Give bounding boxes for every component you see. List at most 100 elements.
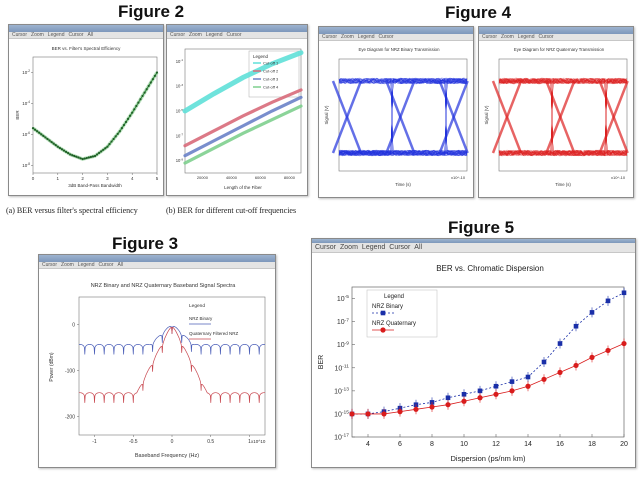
legend-title: Legend (189, 303, 205, 309)
fig3-window: Cursor Zoom Legend Cursor All NRZ Binary… (38, 254, 276, 468)
data-point (147, 84, 150, 87)
data-point (135, 104, 138, 108)
series-line (183, 95, 303, 158)
y-tick-label: 10-2 (22, 69, 30, 75)
menu-item[interactable]: Legend (517, 34, 535, 40)
data-point (143, 91, 146, 94)
data-point (493, 391, 499, 397)
menu-item[interactable]: Zoom (501, 34, 514, 40)
data-point (58, 146, 61, 150)
data-point (461, 392, 467, 397)
x-tick-label: 1 (57, 176, 60, 181)
fig3-menubar: Cursor Zoom Legend Cursor All (39, 262, 275, 269)
data-point (605, 298, 611, 304)
legend-entry-quaternary: Quaternary Filtered NRZ (189, 331, 239, 336)
y-tick-label: 10-9 (337, 340, 349, 349)
data-point (509, 388, 515, 394)
menu-item[interactable]: Cursor (98, 262, 114, 268)
fig2b-menubar: Cursor Zoom Legend Cursor (167, 32, 307, 39)
data-point (589, 354, 595, 360)
y-tick-label: 10-8 (22, 162, 30, 168)
fig2a-titlebar[interactable] (9, 25, 163, 32)
data-point (461, 398, 467, 404)
y-tick-label: 10-1 (176, 58, 184, 64)
fig4a-titlebar[interactable] (319, 27, 473, 34)
menu-item[interactable]: Cursor (12, 32, 28, 38)
x-tick-label: 20000 (197, 175, 209, 180)
menu-item[interactable]: Zoom (189, 32, 202, 38)
eye-crossing (438, 80, 469, 154)
x-tick-label: 40000 (226, 175, 238, 180)
fig2a-caption: (a) BER versus filter's spectral efficie… (6, 206, 138, 215)
menu-item[interactable]: Cursor (538, 34, 554, 40)
menu-item[interactable]: All (117, 262, 124, 268)
menu-item[interactable]: Zoom (340, 244, 358, 251)
eye-crossing (545, 80, 576, 154)
fig5-titlebar[interactable] (312, 239, 635, 243)
y-tick-label: 10-5 (337, 294, 349, 303)
x-tick-label: 20 (620, 441, 628, 448)
menu-item[interactable]: Cursor (315, 244, 337, 251)
x-tick-label: 18 (588, 441, 596, 448)
data-point (38, 131, 41, 134)
menu-item[interactable]: Zoom (341, 34, 354, 40)
menu-item[interactable]: Zoom (31, 32, 44, 38)
y-tick-label: 0 (72, 322, 75, 328)
data-point (44, 136, 47, 139)
x-axis-label: Baseband Frequency (Hz) (135, 453, 199, 459)
data-point (110, 140, 113, 143)
menu-item[interactable]: Cursor (68, 32, 84, 38)
fig5-menubar: Cursor Zoom Legend Cursor All (312, 243, 635, 253)
menu-item[interactable]: Cursor (378, 34, 394, 40)
menu-item[interactable]: Legend (361, 244, 386, 251)
data-point (42, 134, 45, 137)
eye-trace (338, 77, 468, 157)
data-point (589, 310, 595, 315)
data-point (91, 155, 95, 158)
figure-4-title: Figure 4 (445, 3, 512, 22)
data-point (525, 383, 531, 389)
menu-item[interactable]: Legend (205, 32, 223, 38)
menu-item[interactable]: Legend (77, 262, 95, 268)
data-point (95, 153, 99, 156)
menu-item[interactable]: Cursor (389, 244, 411, 251)
legend-marker (380, 310, 386, 316)
menu-item[interactable]: Cursor (170, 32, 186, 38)
data-point (122, 123, 126, 127)
data-point (48, 139, 51, 142)
series-line (78, 327, 266, 403)
data-point (46, 137, 49, 141)
y-tick-label: -200 (65, 414, 75, 420)
fig4b-titlebar[interactable] (479, 27, 633, 34)
menu-item[interactable]: Cursor (42, 262, 58, 268)
menu-item[interactable]: Cursor (226, 32, 242, 38)
x-tick-label: 60000 (255, 175, 267, 180)
data-point (477, 388, 483, 394)
fig2b-titlebar[interactable] (167, 25, 307, 32)
data-point (155, 71, 159, 74)
data-point (118, 130, 121, 133)
x-tick-label: 0 (171, 439, 174, 445)
y-tick-label: 10-7 (176, 133, 184, 139)
x-scale-label: x10^10 (251, 439, 266, 444)
fig3-titlebar[interactable] (39, 255, 275, 262)
menu-item[interactable]: Legend (357, 34, 375, 40)
x-axis-label: Time (s) (555, 182, 571, 187)
menu-item[interactable]: Cursor (322, 34, 338, 40)
legend-title: Legend (384, 294, 404, 300)
figure-2-title: Figure 2 (118, 2, 185, 21)
menu-item[interactable]: All (414, 244, 423, 251)
data-point (98, 151, 101, 154)
data-point (102, 148, 105, 151)
menu-item[interactable]: Legend (47, 32, 65, 38)
menu-item[interactable]: Zoom (61, 262, 74, 268)
menu-item[interactable]: Cursor (482, 34, 498, 40)
menu-item[interactable]: All (87, 32, 94, 38)
fig2a-menubar: Cursor Zoom Legend Cursor All (9, 32, 163, 39)
data-point (52, 142, 55, 145)
y-tick-label: 10-11 (334, 363, 349, 372)
data-point (89, 155, 92, 159)
series-line (183, 104, 303, 165)
data-point (349, 411, 355, 417)
fig4b-window: Cursor Zoom Legend Cursor Eye Diagram fo… (478, 26, 634, 198)
